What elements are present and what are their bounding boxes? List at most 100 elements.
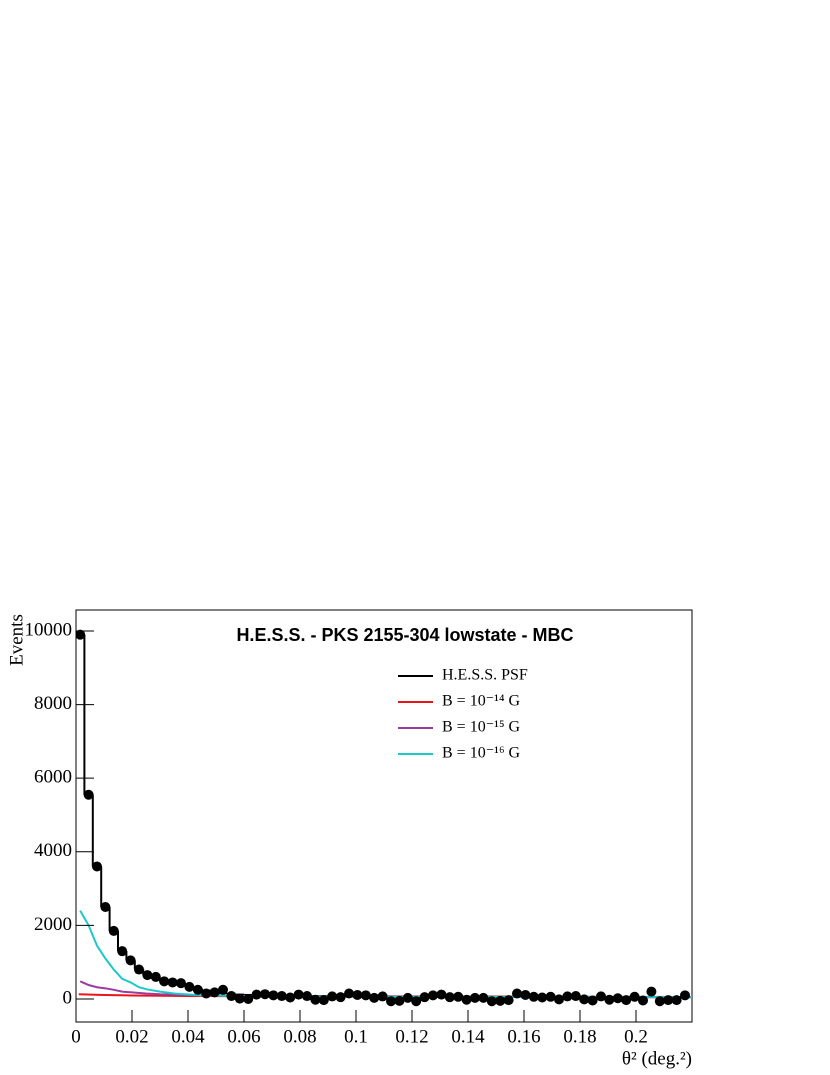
x-axis-label: θ² (deg.²) <box>622 1048 692 1069</box>
legend-label: H.E.S.S. PSF <box>442 667 528 684</box>
data-point <box>612 993 623 1004</box>
data-point <box>596 991 606 1002</box>
data-point <box>285 992 296 1003</box>
x-tick-label: 0.16 <box>507 1026 540 1047</box>
legend-label: B = 10⁻¹⁶ G <box>442 745 521 762</box>
data-point <box>125 955 136 966</box>
data-point <box>150 971 161 982</box>
data-point <box>318 995 329 1006</box>
data-point <box>377 991 388 1002</box>
data-point <box>512 988 522 999</box>
data-point <box>428 990 438 1001</box>
data-point <box>83 789 94 800</box>
data-point <box>260 989 270 1000</box>
data-point <box>470 992 480 1003</box>
data-point <box>92 861 102 872</box>
data-point <box>352 989 363 1000</box>
data-point <box>100 901 111 912</box>
data-point <box>503 995 514 1006</box>
data-point <box>201 988 212 999</box>
chart-title: H.E.S.S. - PKS 2155-304 lowstate - MBC <box>236 625 573 645</box>
x-tick-label: 0.04 <box>171 1026 205 1047</box>
y-tick-label: 2000 <box>34 914 72 935</box>
x-tick-label: 0.2 <box>624 1026 648 1047</box>
data-point <box>587 995 598 1006</box>
x-tick-label: 0.12 <box>395 1026 428 1047</box>
data-point <box>344 988 354 999</box>
data-point <box>436 989 447 1000</box>
data-point <box>218 984 228 995</box>
data-point <box>621 995 632 1006</box>
data-point <box>402 992 413 1003</box>
data-point <box>142 970 153 981</box>
x-tick-label: 0.06 <box>227 1026 260 1047</box>
y-tick-label: 8000 <box>34 693 72 714</box>
x-tick-label: 0.02 <box>115 1026 148 1047</box>
data-point <box>310 994 321 1005</box>
data-point <box>302 991 312 1002</box>
data-point <box>554 994 564 1005</box>
data-point <box>108 925 119 936</box>
data-point <box>234 993 245 1004</box>
data-point <box>276 991 287 1002</box>
data-point <box>638 995 648 1006</box>
data-point <box>268 990 279 1001</box>
data-point <box>671 995 682 1006</box>
data-point <box>167 977 178 988</box>
data-point <box>386 996 396 1007</box>
y-tick-label: 0 <box>63 987 73 1008</box>
data-point <box>327 991 338 1002</box>
data-point <box>243 993 254 1004</box>
data-point <box>419 992 430 1003</box>
data-point <box>335 992 346 1003</box>
data-point <box>293 989 304 1000</box>
data-point <box>663 995 674 1006</box>
data-point <box>537 992 548 1003</box>
data-point <box>461 994 472 1005</box>
data-point <box>629 991 640 1002</box>
y-tick-label: 4000 <box>34 840 72 861</box>
data-point <box>654 996 665 1007</box>
data-point <box>360 990 371 1001</box>
legend-label: B = 10⁻¹⁵ G <box>442 719 521 736</box>
data-point <box>528 991 539 1002</box>
data-point <box>192 984 203 995</box>
y-axis-label: Events <box>6 614 27 666</box>
data-point <box>76 629 86 640</box>
data-point <box>117 946 128 957</box>
data-point <box>444 992 455 1003</box>
data-point <box>184 981 195 992</box>
y-tick-label: 6000 <box>34 767 72 788</box>
data-point <box>680 990 690 1001</box>
x-tick-label: 0 <box>71 1026 81 1047</box>
data-point <box>394 995 405 1006</box>
data-point <box>176 978 186 989</box>
data-point <box>369 992 380 1003</box>
data-point <box>604 994 615 1005</box>
data-point <box>579 994 590 1005</box>
plot-frame <box>75 609 693 1023</box>
legend-label: B = 10⁻¹⁴ G <box>442 693 521 710</box>
data-point <box>453 991 464 1002</box>
data-point <box>646 986 657 997</box>
data-point <box>159 976 170 987</box>
data-point <box>209 987 220 998</box>
data-point <box>411 996 422 1007</box>
y-tick-label: 10000 <box>25 619 73 640</box>
data-point <box>495 995 506 1006</box>
data-point <box>520 989 531 1000</box>
data-point <box>226 991 237 1002</box>
data-point <box>486 996 497 1007</box>
x-tick-label: 0.1 <box>344 1026 368 1047</box>
data-point <box>251 989 262 1000</box>
data-point <box>562 991 573 1002</box>
data-point <box>478 992 489 1003</box>
x-tick-label: 0.18 <box>563 1026 596 1047</box>
plot-area <box>76 629 692 1007</box>
data-point <box>134 964 144 975</box>
data-point <box>570 991 581 1002</box>
x-tick-label: 0.08 <box>283 1026 316 1047</box>
x-tick-label: 0.14 <box>451 1026 485 1047</box>
data-point <box>545 991 556 1002</box>
